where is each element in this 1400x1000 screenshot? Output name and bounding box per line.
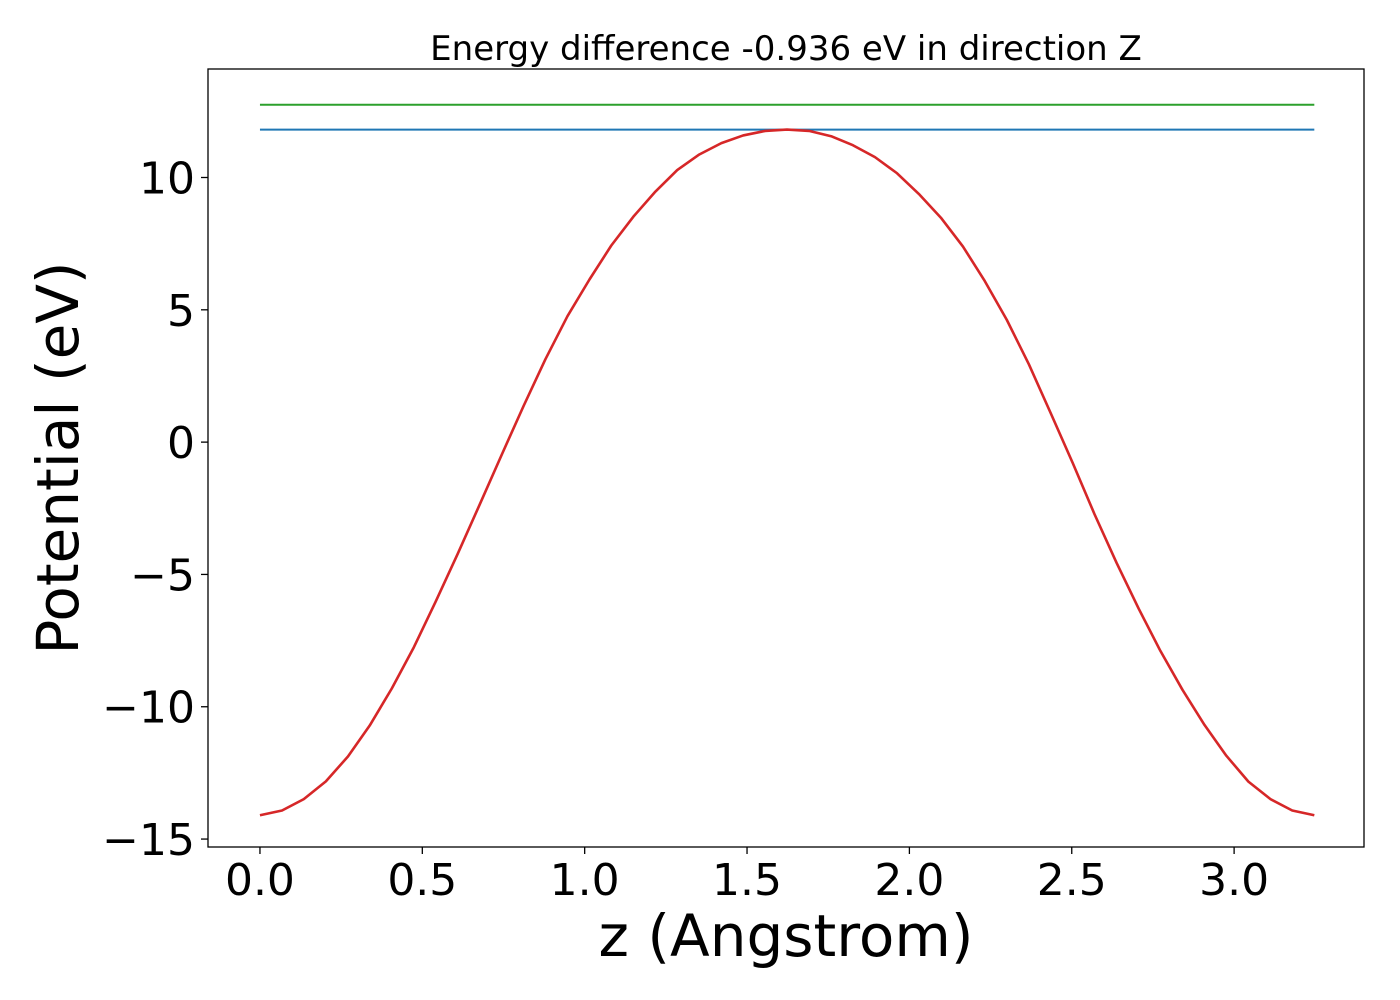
chart-title: Energy difference -0.936 eV in direction… <box>430 29 1142 69</box>
x-tick-label: 0.5 <box>387 855 457 906</box>
x-tick-label: 3.0 <box>1199 855 1269 906</box>
x-tick-label: 2.0 <box>874 855 944 906</box>
x-tick-label: 0.0 <box>225 855 295 906</box>
y-axis: −15 −10 −5 0 5 10 <box>102 153 208 866</box>
y-tick-label: −5 <box>130 550 195 601</box>
y-tick-label: 0 <box>167 418 195 469</box>
plot-area <box>259 103 1315 817</box>
y-tick-label: 10 <box>139 153 195 204</box>
x-tick-label: 1.5 <box>712 855 782 906</box>
plot-frame <box>207 68 1365 848</box>
x-axis-label: z (Angstrom) <box>599 902 974 970</box>
y-axis-label: Potential (eV) <box>24 261 92 654</box>
series-line-0 <box>259 128 1315 817</box>
x-tick-label: 2.5 <box>1037 855 1107 906</box>
x-tick-label: 1.0 <box>550 855 620 906</box>
y-tick-label: −10 <box>102 683 195 734</box>
y-tick-label: −15 <box>102 815 195 866</box>
x-axis: 0.0 0.5 1.0 1.5 2.0 2.5 3.0 <box>225 847 1269 906</box>
y-tick-label: 5 <box>167 286 195 337</box>
